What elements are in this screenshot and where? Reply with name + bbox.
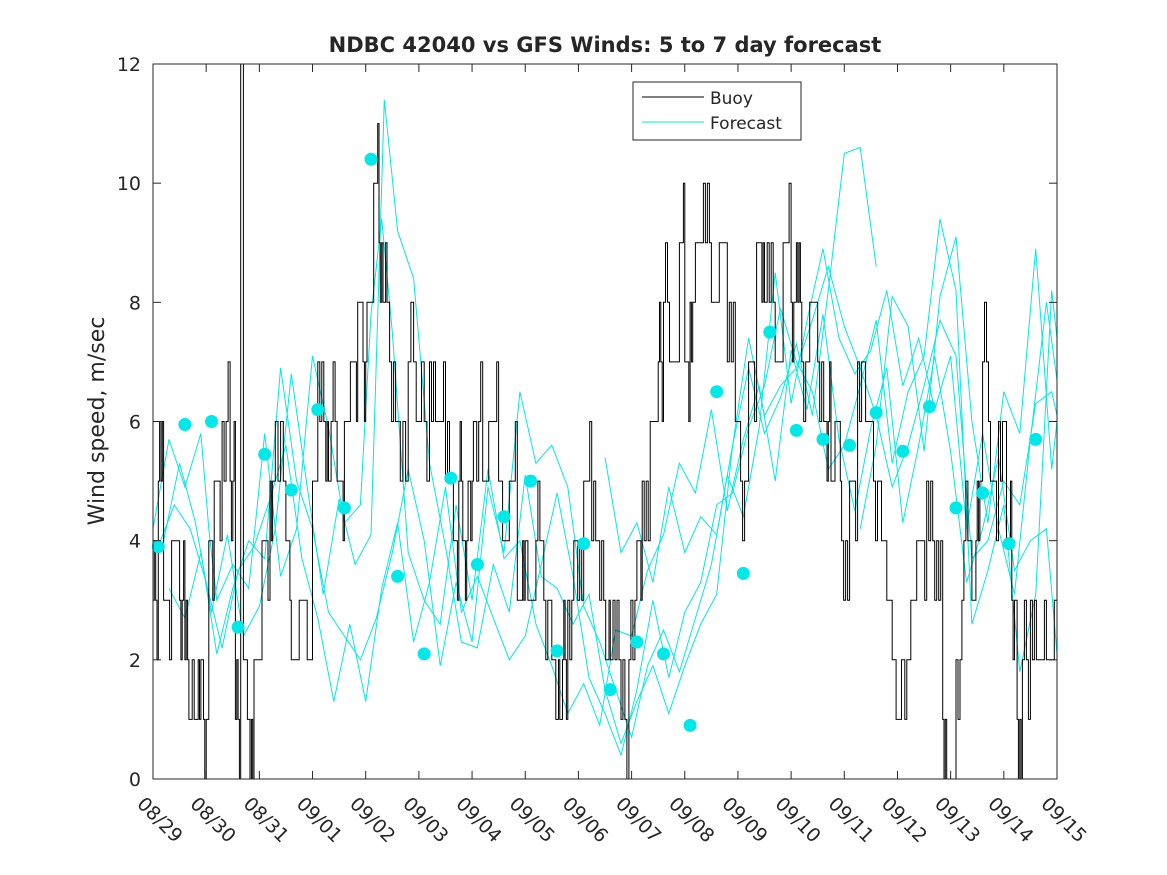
forecast-point [417, 647, 431, 661]
forecast-line-3 [859, 236, 1058, 529]
legend-buoy-label: Buoy [710, 89, 753, 109]
forecast-point [151, 540, 165, 554]
forecast-point [949, 501, 963, 515]
y-tick-label: 8 [129, 292, 141, 314]
forecast-point [896, 444, 910, 458]
forecast-point [178, 418, 192, 431]
forecast-point [497, 510, 511, 524]
forecast-line-6 [604, 264, 1058, 583]
forecast-point [603, 683, 617, 697]
forecast-point [763, 325, 777, 339]
forecast-point [337, 501, 351, 515]
y-axis: 0 2 4 6 8 10 12 [117, 54, 1057, 791]
forecast-point [869, 406, 883, 420]
forecast-point [311, 403, 325, 417]
forecast-point [789, 423, 803, 437]
forecast-point [630, 635, 644, 649]
forecast-point [550, 644, 564, 658]
y-tick-label: 12 [117, 54, 141, 76]
forecast-point [524, 474, 538, 488]
forecast-point [683, 718, 697, 732]
series-layer [152, 63, 1058, 780]
forecast-point [205, 415, 218, 428]
y-tick-label: 0 [129, 769, 141, 791]
points-layer [151, 152, 1043, 732]
forecast-point [364, 152, 378, 166]
y-tick-label: 6 [129, 412, 141, 434]
legend-forecast-label: Forecast [710, 114, 782, 134]
y-tick-label: 2 [129, 650, 141, 672]
buoy-line [153, 63, 1057, 780]
y-tick-label: 10 [117, 173, 141, 195]
forecast-line-4 [157, 218, 1058, 757]
forecast-point [976, 486, 990, 500]
forecast-point [577, 537, 591, 551]
forecast-point [1029, 432, 1043, 446]
legend-box [632, 81, 802, 141]
forecast-point [1002, 537, 1016, 551]
forecast-point [657, 647, 670, 661]
legend[interactable]: Buoy Forecast [632, 81, 802, 141]
forecast-point [843, 438, 857, 452]
forecast-point [444, 471, 458, 485]
forecast-point [922, 400, 936, 414]
forecast-point [284, 483, 298, 497]
forecast-point [391, 569, 405, 583]
forecast-point [736, 566, 750, 580]
forecast-line-1 [152, 218, 1058, 728]
forecast-point [816, 432, 830, 446]
forecast-point [470, 558, 484, 571]
forecast-point [258, 447, 272, 461]
chart-title: NDBC 42040 vs GFS Winds: 5 to 7 day fore… [329, 33, 882, 57]
forecast-point [710, 385, 724, 399]
y-tick-label: 4 [129, 531, 141, 553]
y-axis-label: Wind speed, m/sec [85, 317, 110, 526]
forecast-point [231, 620, 245, 634]
